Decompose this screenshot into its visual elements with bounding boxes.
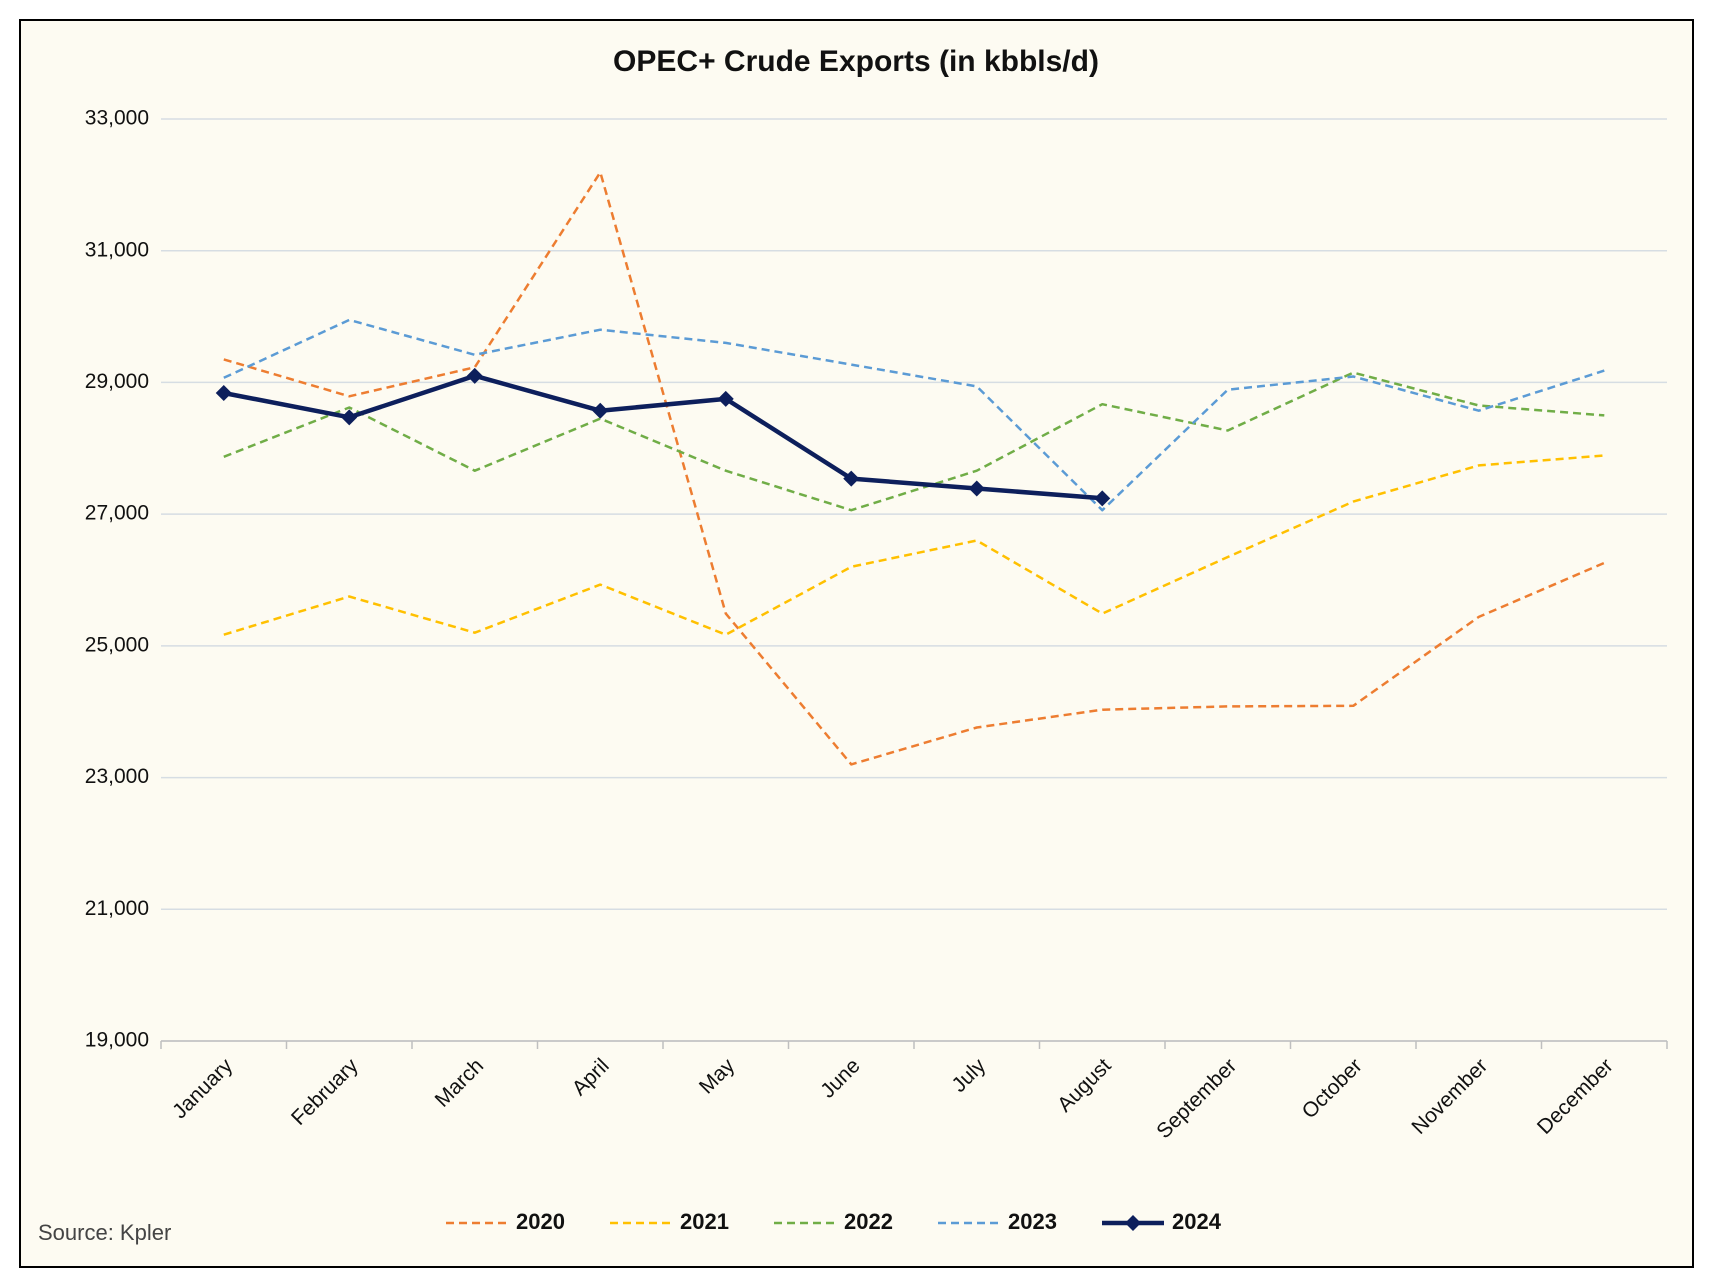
- series-line: [223, 373, 1103, 501]
- legend-label: 2022: [844, 1209, 893, 1234]
- series-marker: [843, 470, 860, 487]
- y-tick-label: 29,000: [85, 370, 149, 393]
- series-line: [223, 318, 1605, 512]
- legend-label: 2021: [680, 1209, 729, 1234]
- series-marker: [341, 409, 358, 426]
- legend-label: 2023: [1008, 1209, 1057, 1234]
- series-line: [223, 171, 1605, 766]
- chart-title: OPEC+ Crude Exports (in kbbls/d): [613, 45, 1099, 78]
- legend-label: 2020: [516, 1209, 565, 1234]
- source-note: Source: Kpler: [38, 1220, 171, 1245]
- series-marker: [592, 402, 609, 419]
- series-marker: [1094, 490, 1111, 507]
- legend-marker: [1125, 1215, 1141, 1231]
- y-tick-label: 19,000: [85, 1029, 149, 1052]
- y-tick-label: 25,000: [85, 633, 149, 656]
- y-tick-label: 23,000: [85, 765, 149, 788]
- series-marker: [466, 367, 483, 384]
- y-tick-label: 33,000: [85, 107, 149, 130]
- series-marker: [968, 480, 985, 497]
- series-line: [223, 371, 1605, 512]
- y-tick-label: 27,000: [85, 502, 149, 525]
- legend-label: 2024: [1172, 1209, 1222, 1234]
- y-tick-label: 21,000: [85, 897, 149, 920]
- series-marker: [215, 384, 232, 401]
- series-line: [223, 454, 1605, 636]
- chart-frame: [19, 19, 1694, 1268]
- series-marker: [717, 390, 734, 407]
- y-tick-label: 31,000: [85, 238, 149, 261]
